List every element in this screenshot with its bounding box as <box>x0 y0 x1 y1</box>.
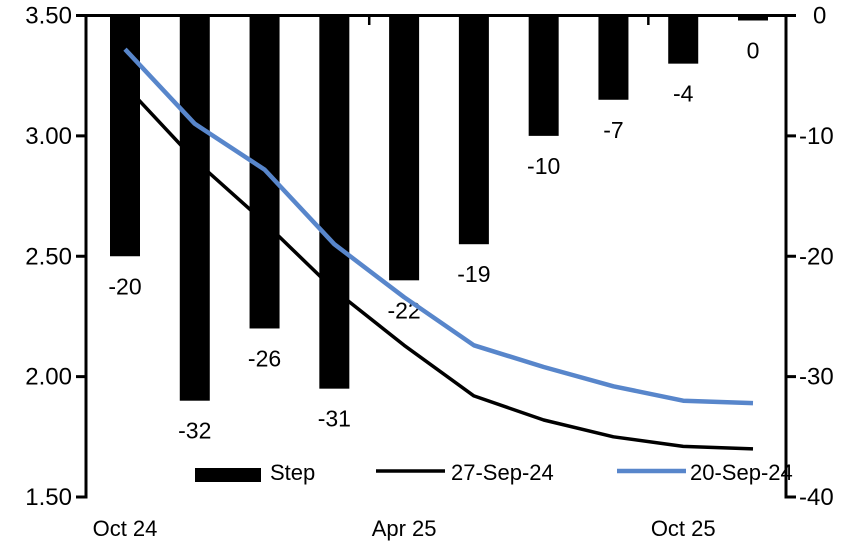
step-bar <box>458 15 489 245</box>
legend-swatch-step <box>195 468 261 482</box>
bar-data-label: -22 <box>387 297 420 323</box>
step-bar <box>528 15 559 136</box>
left-axis-tick-label: 3.00 <box>25 123 72 150</box>
right-axis-tick-label: 0 <box>813 3 826 30</box>
line-27-sep-24 <box>123 84 754 451</box>
step-bar <box>179 15 210 401</box>
legend-label-step: Step <box>270 460 315 485</box>
right-axis-tick-label: -30 <box>799 364 834 391</box>
left-axis-tick-label: 3.50 <box>25 3 72 30</box>
bar-data-label: -4 <box>673 81 694 107</box>
bar-data-label: -7 <box>603 117 623 143</box>
step-bar <box>598 15 629 100</box>
legend-label-20-sep-24: 20-Sep-24 <box>690 460 793 485</box>
bar-data-label: -31 <box>318 406 351 432</box>
right-axis-tick-label: -40 <box>799 484 834 511</box>
right-axis-tick-label: -10 <box>799 123 834 150</box>
step-bar <box>319 15 350 389</box>
step-bar <box>389 15 420 281</box>
x-axis-label: Apr 25 <box>372 516 437 541</box>
bar-data-label: -32 <box>178 418 211 444</box>
step-bar <box>738 15 768 21</box>
bar-data-label: -26 <box>248 345 281 371</box>
bar-data-label: -19 <box>457 261 490 287</box>
x-axis-label: Oct 25 <box>651 516 716 541</box>
left-axis-tick-label: 2.50 <box>25 243 72 270</box>
step-bar <box>668 15 699 64</box>
step-bar <box>110 15 140 257</box>
bar-data-label: -20 <box>108 273 141 299</box>
bar-data-label: 0 <box>747 38 760 64</box>
bar-data-label: -10 <box>527 153 560 179</box>
left-axis-tick-label: 1.50 <box>25 484 72 511</box>
right-axis-tick-label: -20 <box>799 243 834 270</box>
x-axis-label: Oct 24 <box>93 516 158 541</box>
left-axis-tick-label: 2.00 <box>25 364 72 391</box>
line-20-sep-24 <box>123 47 754 406</box>
legend-label-27-sep-24: 27-Sep-24 <box>451 460 554 485</box>
